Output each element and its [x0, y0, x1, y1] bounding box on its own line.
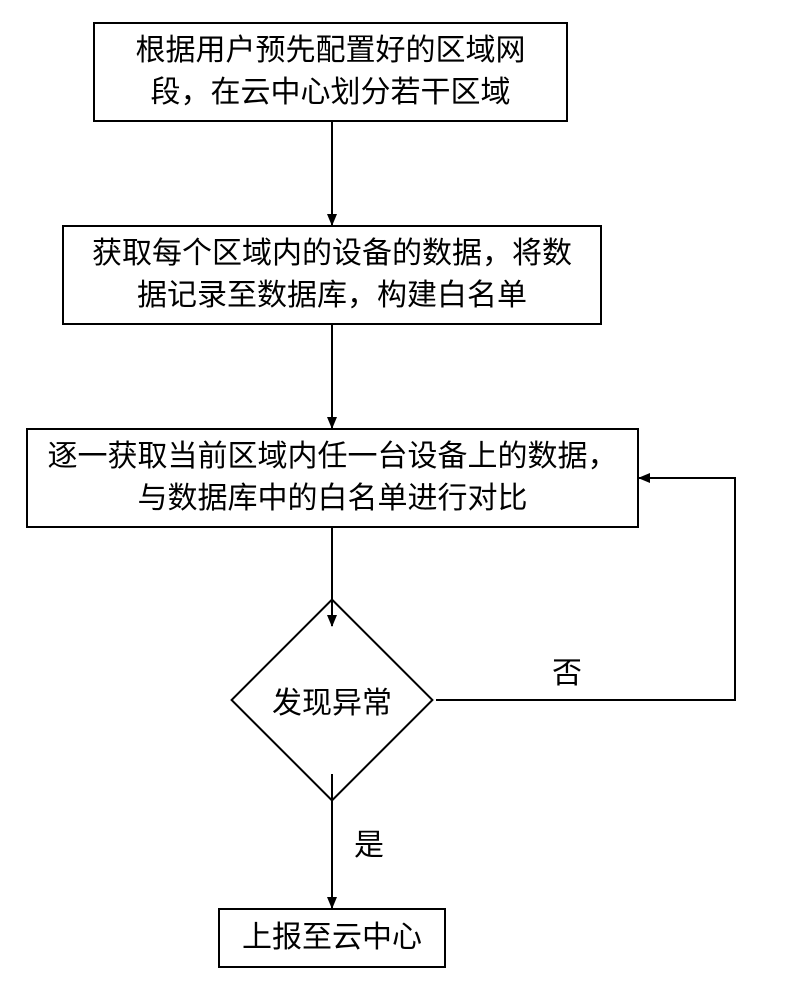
- flow-node-1-text: 根据用户预先配置好的区域网段，在云中心划分若干区域: [109, 30, 552, 114]
- flow-node-3-text: 逐一获取当前区域内任一台设备上的数据，与数据库中的白名单进行对比: [42, 436, 623, 520]
- edge-label-no: 否: [552, 648, 582, 692]
- flow-node-4: 上报至云中心: [218, 908, 446, 968]
- flow-node-4-text: 上报至云中心: [242, 917, 422, 959]
- flow-node-2-text: 获取每个区域内的设备的数据，将数据记录至数据库，构建白名单: [78, 233, 586, 317]
- flow-node-3: 逐一获取当前区域内任一台设备上的数据，与数据库中的白名单进行对比: [26, 428, 639, 528]
- flow-node-1: 根据用户预先配置好的区域网段，在云中心划分若干区域: [93, 22, 568, 122]
- flow-decision-1-text: 发现异常: [260, 628, 404, 772]
- flow-decision-1: 发现异常: [260, 628, 404, 772]
- edge-label-yes: 是: [354, 820, 384, 864]
- flow-node-2: 获取每个区域内的设备的数据，将数据记录至数据库，构建白名单: [62, 225, 602, 325]
